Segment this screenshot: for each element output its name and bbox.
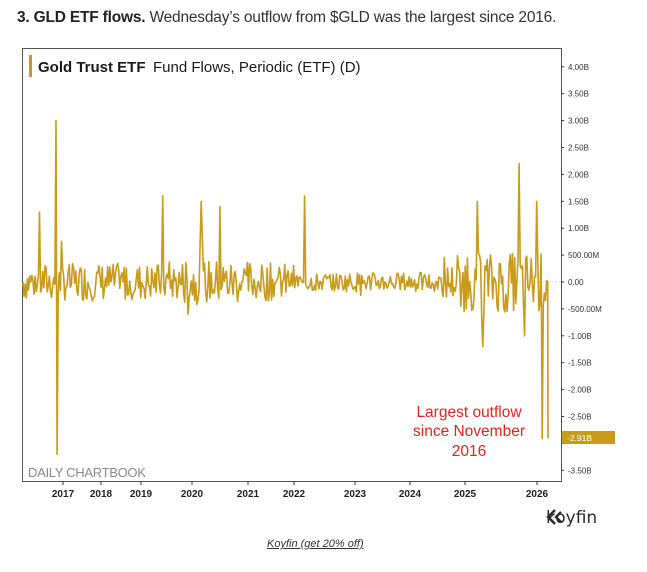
y-tick-label: 1.50B xyxy=(568,197,589,206)
chart-title-bold: Gold Trust ETF xyxy=(38,59,146,76)
x-tick-label: 2021 xyxy=(237,489,260,500)
headline-text: Wednesday’s outflow from $GLD was the la… xyxy=(145,9,557,26)
x-axis: 2017 2018 2019 2020 2021 2022 2023 2024 2025 2026 xyxy=(52,481,549,500)
last-value-badge xyxy=(562,431,615,444)
title-accent-bar xyxy=(29,55,32,77)
y-tick-label: 1.00B xyxy=(568,224,589,233)
flow-line xyxy=(22,119,549,455)
annotation-line-3: 2016 xyxy=(452,443,486,460)
headline-bold: 3. GLD ETF flows. xyxy=(17,9,146,26)
watermark: DAILY CHARTBOOK xyxy=(28,465,146,480)
last-value-label: -2.91B xyxy=(567,433,592,443)
y-tick-label: 0.00 xyxy=(568,278,584,287)
y-tick-label: -1.00B xyxy=(568,332,592,341)
annotation-line-2: since November xyxy=(413,423,525,440)
y-tick-label: 3.00B xyxy=(568,117,589,126)
chart-frame xyxy=(22,48,562,482)
flow-series xyxy=(22,119,549,455)
x-tick-label: 2017 xyxy=(52,489,75,500)
y-tick-label: -3.50B xyxy=(568,466,592,475)
koyfin-logo: koyfin xyxy=(546,508,597,528)
headline: 3. GLD ETF flows. Wednesday’s outflow fr… xyxy=(17,9,556,27)
x-tick-label: 2018 xyxy=(90,489,113,500)
y-tick-label: -500.00M xyxy=(568,305,602,314)
y-tick-label: 4.00B xyxy=(568,63,589,72)
y-tick-label: 2.00B xyxy=(568,170,589,179)
koyfin-link[interactable]: Koyfin (get 20% off) xyxy=(267,538,364,550)
x-tick-label: 2023 xyxy=(344,489,367,500)
y-tick-label: 2.50B xyxy=(568,144,589,153)
y-tick-label: -2.00B xyxy=(568,386,592,395)
x-tick-label: 2024 xyxy=(399,489,422,500)
x-tick-label: 2026 xyxy=(526,489,549,500)
x-tick-label: 2025 xyxy=(454,489,477,500)
x-tick-label: 2020 xyxy=(181,489,204,500)
y-tick-label: 3.50B xyxy=(568,90,589,99)
y-tick-label: -2.50B xyxy=(568,413,592,422)
y-axis: 4.00B 3.50B 3.00B 2.50B 2.00B 1.50B 1.00B 500.0… xyxy=(561,63,602,475)
y-tick-label: -1.50B xyxy=(568,359,592,368)
annotation-line-1: Largest outflow xyxy=(416,404,522,421)
chart-title: Fund Flows, Periodic (ETF) (D) xyxy=(153,59,361,76)
koyfin-chevrons-icon xyxy=(546,509,562,525)
x-tick-label: 2019 xyxy=(130,489,153,500)
x-tick-label: 2022 xyxy=(283,489,306,500)
y-tick-label: 500.00M xyxy=(568,251,599,260)
